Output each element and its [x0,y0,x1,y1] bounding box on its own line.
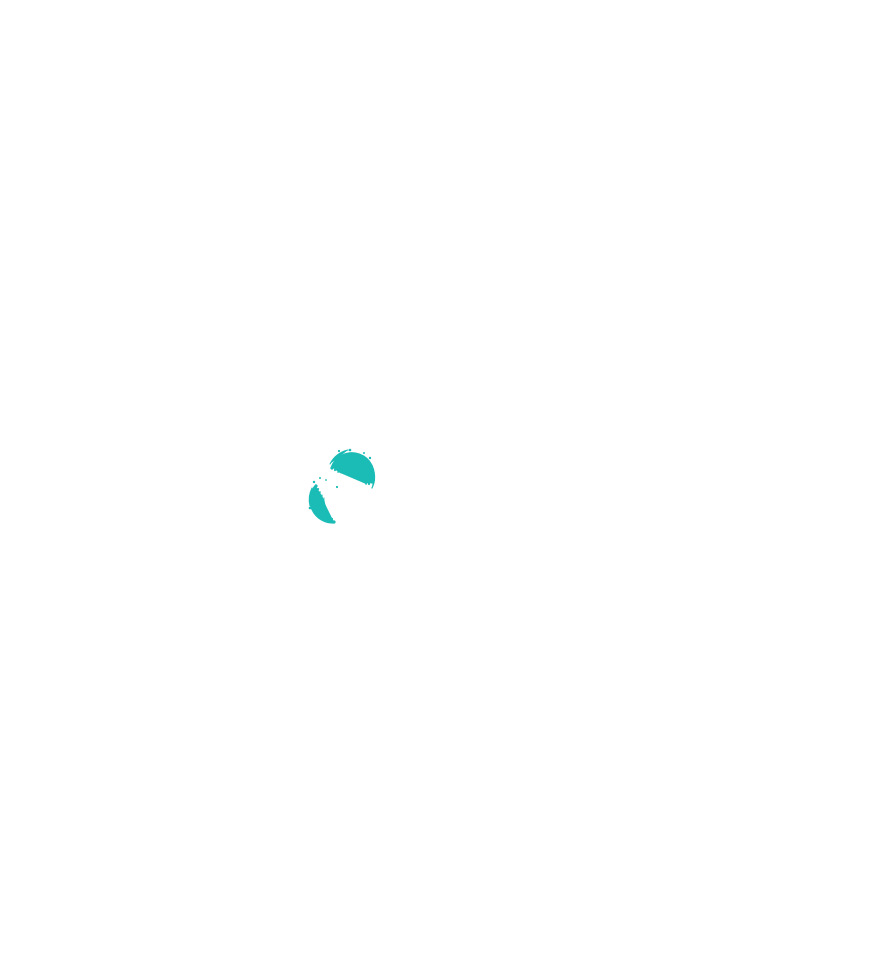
loading-spinner [302,446,382,526]
loading-spinner-icon [308,448,376,524]
